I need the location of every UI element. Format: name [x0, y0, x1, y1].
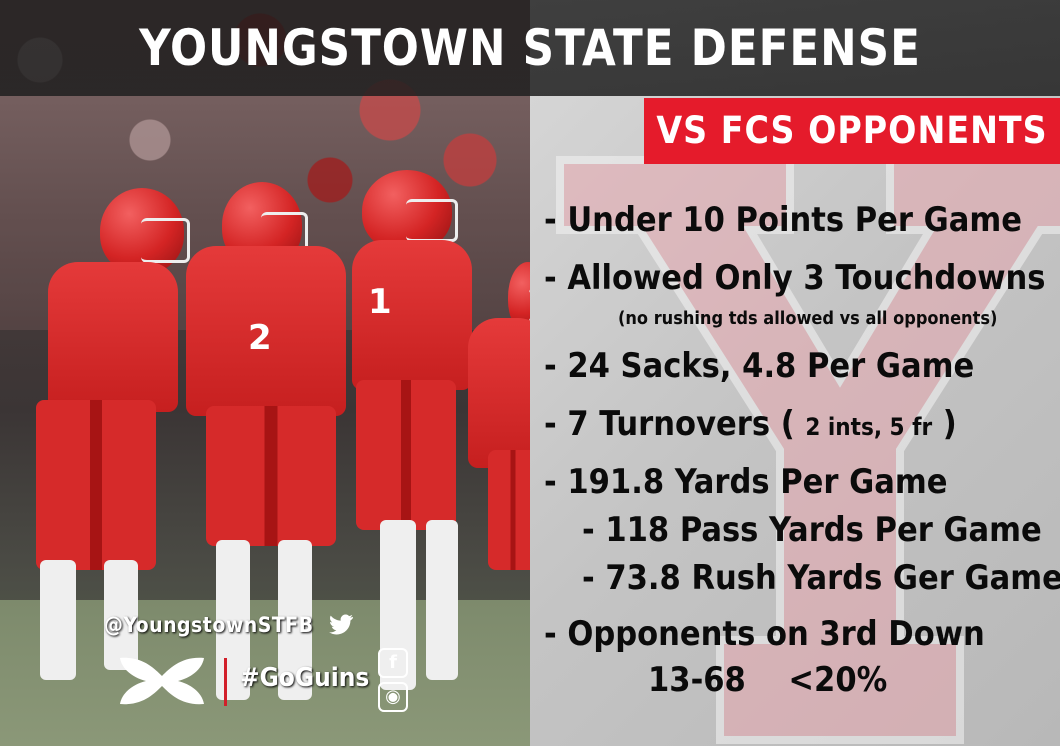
twitter-handle[interactable]: @YoungstownSTFB: [104, 613, 314, 637]
stat-touchdowns: - Allowed Only 3 Touchdowns: [544, 258, 1046, 298]
jersey: [352, 240, 472, 390]
instagram-icon[interactable]: ◉: [378, 682, 408, 712]
faded-y-watermark: [556, 156, 1060, 744]
subtitle: VS FCS OPPONENTS: [656, 109, 1048, 152]
pants: [488, 450, 530, 570]
stat-pass-yards: - 118 Pass Yards Per Game: [582, 510, 1042, 550]
jersey: [48, 262, 178, 412]
sock: [278, 540, 312, 700]
pants: [206, 406, 336, 546]
helmet: [362, 170, 458, 252]
jersey-number: 2: [248, 318, 272, 358]
logo-divider: [224, 658, 227, 706]
pants: [356, 380, 456, 530]
team-photo: 2 1 @YoungstownSTFB: [0, 0, 530, 746]
subtitle-band: [644, 98, 1060, 164]
stat-touchdowns-note: (no rushing tds allowed vs all opponents…: [618, 308, 998, 329]
stat-yards: - 191.8 Yards Per Game: [544, 462, 948, 502]
sock: [216, 540, 250, 700]
stat-third-down: - Opponents on 3rd Down: [544, 614, 985, 654]
hashtag[interactable]: #GoGuins: [240, 663, 370, 693]
helmet: [100, 188, 190, 274]
sock: [426, 520, 458, 680]
stat-third-down-values: 13-68 <20%: [648, 660, 888, 700]
jersey: [468, 318, 530, 468]
under-armour-logo: [120, 657, 204, 705]
stat-rush-yards: - 73.8 Rush Yards Ger Game: [582, 558, 1060, 598]
stat-turnovers: - 7 Turnovers ( 2 ints, 5 fr ): [544, 404, 957, 444]
stat-turnovers-label: - 7 Turnovers (: [544, 404, 795, 444]
stat-turnovers-detail: 2 ints, 5 fr: [805, 413, 933, 441]
title-band: [0, 0, 1060, 96]
page-title: YOUNGSTOWN STATE DEFENSE: [139, 19, 921, 77]
facebook-icon[interactable]: f: [378, 648, 408, 678]
jersey-number: 1: [368, 282, 392, 322]
stat-turnovers-close: ): [942, 404, 957, 444]
sock: [104, 560, 138, 670]
social-handle-row: @YoungstownSTFB: [104, 612, 354, 638]
sock: [380, 520, 416, 690]
stat-sacks: - 24 Sacks, 4.8 Per Game: [544, 346, 975, 386]
sock: [40, 560, 76, 680]
pants: [36, 400, 156, 570]
jersey: [186, 246, 346, 416]
stat-points: - Under 10 Points Per Game: [544, 200, 1022, 240]
twitter-icon[interactable]: [328, 614, 354, 636]
